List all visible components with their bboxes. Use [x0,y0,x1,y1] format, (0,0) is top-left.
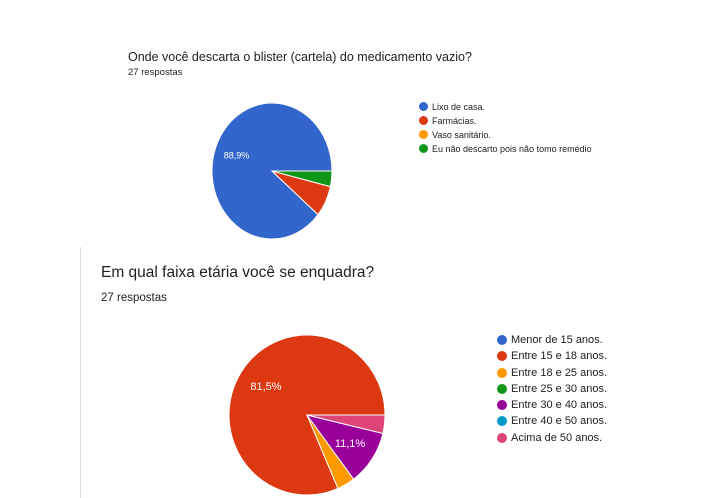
legend-label: Vaso sanitário. [432,130,491,140]
legend-swatch [419,144,428,153]
legend-swatch [497,351,507,362]
legend-swatch [497,367,507,378]
legend-item[interactable]: Acima de 50 anos. [497,430,607,446]
legend-item[interactable]: Eu não descarto pois não tomo remédio [419,142,592,156]
legend-label: Entre 25 e 30 anos. [511,382,608,395]
legend-swatch [419,130,428,139]
pie-slice-eu-nao-descarto-pois-nao-tomo-remedio[interactable] [271,170,333,188]
legend-item[interactable]: Entre 18 e 25 anos. [497,365,607,381]
pie-slice-acima-de-50-anos[interactable] [306,414,386,435]
legend-item[interactable]: Lixo de casa. [419,100,592,114]
legend-item[interactable]: Vaso sanitário. [419,128,592,142]
response-count: 27 respostas [101,292,167,304]
legend-swatch [497,416,507,427]
legend-label: Eu não descarto pois não tomo remédio [432,144,592,154]
legend-label: Entre 18 e 25 anos. [511,366,608,379]
legend-item[interactable]: Entre 15 e 18 anos. [497,348,607,364]
legend-swatch [497,335,507,345]
data-label: 81,5% [250,381,281,393]
legend-item[interactable]: Entre 40 e 50 anos. [497,413,607,429]
pie-chart-age: 81,5% 11,1% [228,334,386,496]
chart-title: Onde você descarta o blister (cartela) d… [128,50,472,64]
legend-label: Lixo de casa. [432,102,486,112]
legend-item[interactable]: Menor de 15 anos. [497,332,607,348]
legend-swatch [419,116,428,125]
legend-label: Acima de 50 anos. [511,431,603,444]
chart-legend: Menor de 15 anos. Entre 15 e 18 anos. Entr… [497,332,607,446]
legend-item[interactable]: Farmácias. [419,114,592,128]
legend-item[interactable]: Entre 30 e 40 anos. [497,397,607,413]
legend-label: Farmácias. [432,116,477,126]
response-count: 27 respostas [128,67,183,78]
legend-swatch [419,102,428,111]
legend-swatch [497,400,507,411]
legend-label: Entre 30 e 40 anos. [511,399,608,412]
question-card-blister: Onde você descarta o blister (cartela) d… [0,0,721,245]
legend-item[interactable]: Entre 25 e 30 anos. [497,381,607,397]
data-label: 88,9% [224,151,250,161]
legend-swatch [497,432,507,443]
question-card-age: Em qual faixa etária você se enquadra? 2… [80,247,721,498]
pie-chart-blister: 88,9% [211,102,333,240]
legend-label: Entre 15 e 18 anos. [511,350,608,363]
legend-label: Entre 40 e 50 anos. [511,415,608,428]
chart-title: Em qual faixa etária você se enquadra? [101,264,375,281]
chart-legend: Lixo de casa. Farmácias. Vaso sanitário. Eu… [419,100,592,156]
legend-label: Menor de 15 anos. [511,334,603,346]
data-label: 11,1% [335,438,366,450]
legend-swatch [497,383,507,394]
